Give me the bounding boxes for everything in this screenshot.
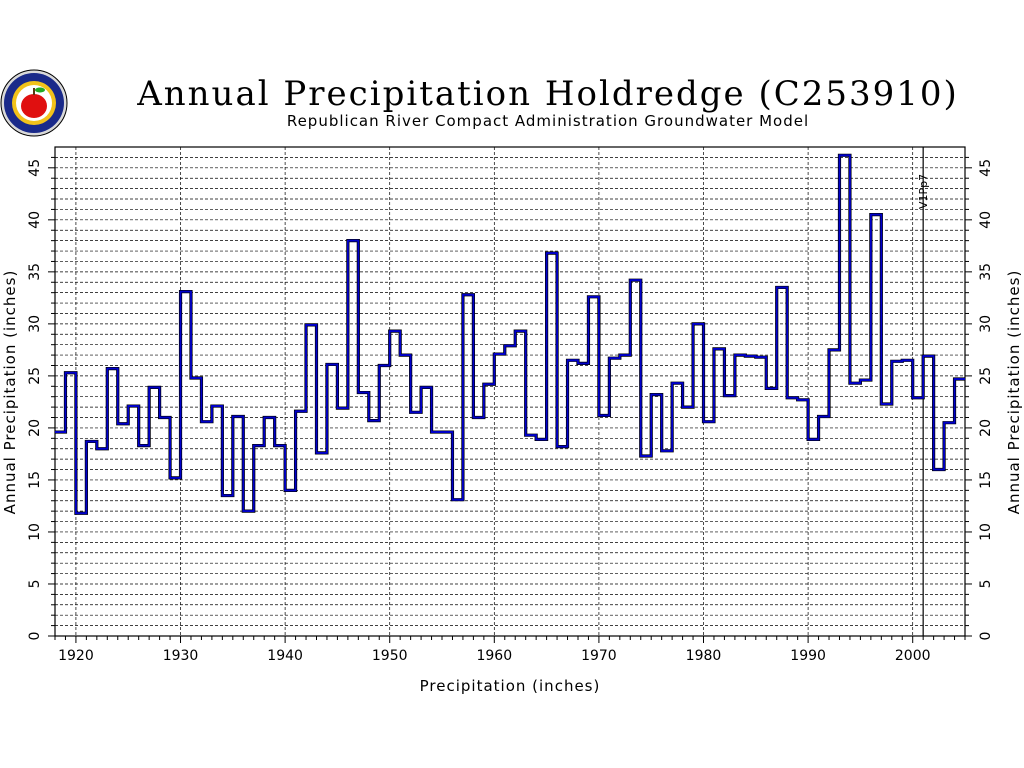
series-group — [55, 153, 965, 515]
y-tick-label-right: 0 — [978, 632, 994, 641]
chart-title: Annual Precipitation Holdredge (C253910) — [136, 74, 959, 114]
x-tick-label: 1960 — [476, 648, 512, 664]
axis-ticks — [48, 156, 972, 643]
y-tick-label: 35 — [27, 263, 43, 281]
grid-lines — [55, 147, 965, 636]
y-tick-label: 25 — [27, 367, 43, 385]
y-tick-label: 30 — [27, 315, 43, 333]
y-tick-labels-right: 0 5 10 15 20 25 30 35 40 45 — [978, 159, 994, 641]
y-tick-label-right: 20 — [978, 419, 994, 437]
y-tick-label: 5 — [27, 580, 43, 589]
annotation-label: V1Pp7 — [917, 174, 930, 209]
x-tick-labels: 1920 1930 1940 1950 1960 1970 1980 1990 2000 — [58, 648, 930, 664]
x-tick-label: 1990 — [790, 648, 826, 664]
y-tick-label: 20 — [27, 419, 43, 437]
y-tick-label: 10 — [27, 523, 43, 541]
x-tick-label: 1920 — [58, 648, 94, 664]
apple-icon — [21, 94, 47, 118]
y-tick-label: 45 — [27, 159, 43, 177]
y-tick-label-right: 25 — [978, 367, 994, 385]
y-tick-label-right: 10 — [978, 523, 994, 541]
y-tick-label-right: 5 — [978, 580, 994, 589]
y-axis-label-left: Annual Precipitation (inches) — [1, 270, 19, 515]
rrca-logo — [0, 69, 68, 137]
y-tick-label-right: 15 — [978, 471, 994, 489]
x-tick-label: 1930 — [163, 648, 199, 664]
y-tick-label-right: 45 — [978, 159, 994, 177]
x-axis-label: Precipitation (inches) — [420, 677, 601, 695]
y-tick-labels-left: 0 5 10 15 20 25 30 35 40 45 — [27, 159, 43, 641]
y-tick-label: 0 — [27, 632, 43, 641]
y-tick-label-right: 30 — [978, 315, 994, 333]
chart-subtitle: Republican River Compact Administration … — [287, 112, 809, 130]
x-tick-label: 1950 — [372, 648, 408, 664]
plot-frame — [54, 146, 966, 637]
y-tick-label: 40 — [27, 211, 43, 229]
y-tick-label-right: 40 — [978, 211, 994, 229]
y-tick-label-right: 35 — [978, 263, 994, 281]
y-tick-label: 15 — [27, 471, 43, 489]
x-tick-label: 1980 — [686, 648, 722, 664]
y-axis-label-right: Annual Precipitation (inches) — [1005, 270, 1023, 515]
x-tick-label: 2000 — [895, 648, 931, 664]
x-tick-label: 1940 — [267, 648, 303, 664]
x-tick-label: 1970 — [581, 648, 617, 664]
